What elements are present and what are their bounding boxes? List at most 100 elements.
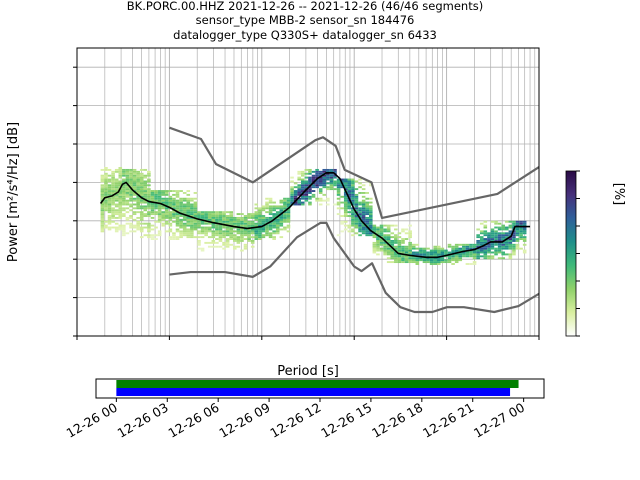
psd-cell <box>343 211 348 214</box>
psd-cell <box>247 234 251 237</box>
psd-cell <box>397 249 402 252</box>
psd-cell <box>247 220 251 223</box>
psd-cell <box>182 207 187 210</box>
psd-cell <box>104 182 108 185</box>
psd-cell <box>504 247 509 250</box>
psd-cell <box>508 255 513 258</box>
psd-cell <box>107 216 112 219</box>
psd-cell <box>233 220 237 223</box>
psd-cell <box>318 170 323 173</box>
psd-cell <box>229 220 234 223</box>
psd-cell <box>218 228 223 231</box>
psd-cell <box>233 230 237 233</box>
psd-cell <box>390 240 395 242</box>
psd-cell <box>157 215 162 217</box>
psd-cell <box>229 234 234 237</box>
psd-cell <box>261 205 266 208</box>
psd-cell <box>193 209 198 212</box>
psd-cell <box>204 230 208 233</box>
psd-cell <box>501 232 505 235</box>
psd-cell <box>207 213 212 216</box>
psd-cell <box>258 207 262 210</box>
psd-cell <box>301 178 305 181</box>
psd-cell <box>190 209 194 212</box>
psd-cell <box>218 226 223 229</box>
psd-cell <box>458 243 463 246</box>
psd-cell <box>365 213 369 216</box>
psd-cell <box>383 253 387 256</box>
psd-cell <box>132 203 137 206</box>
psd-cell <box>501 241 505 244</box>
psd-cell <box>258 209 262 212</box>
psd-cell <box>129 180 133 183</box>
psd-cell <box>458 259 463 262</box>
psd-cell <box>111 180 115 183</box>
psd-cell <box>501 251 505 254</box>
psd-cell <box>336 178 341 181</box>
psd-cell <box>508 232 513 235</box>
psd-cell <box>379 238 384 240</box>
psd-cell <box>182 224 187 227</box>
psd-cell <box>136 224 140 227</box>
y-axis-ticks <box>73 66 77 337</box>
psd-cell <box>386 236 391 239</box>
psd-cell <box>301 184 305 187</box>
psd-cell <box>204 222 208 225</box>
psd-cell <box>451 245 455 248</box>
psd-cell <box>476 234 480 237</box>
psd-cell <box>354 205 359 208</box>
psd-cell <box>114 184 119 187</box>
psd-cell <box>286 197 291 200</box>
psd-cell <box>279 215 284 217</box>
psd-cell <box>107 211 112 214</box>
psd-cell <box>139 176 144 179</box>
psd-cell <box>111 220 115 223</box>
psd-cell <box>122 192 126 194</box>
psd-cell <box>243 230 248 233</box>
psd-cell <box>483 245 488 248</box>
psd-cell <box>139 182 144 185</box>
psd-cell <box>118 201 123 204</box>
psd-cell <box>329 180 334 183</box>
psd-cell <box>150 195 155 198</box>
psd-cell <box>240 240 244 242</box>
psd-cell <box>433 255 437 258</box>
psd-cell <box>236 224 241 227</box>
psd-cell <box>326 199 330 202</box>
psd-cell <box>143 176 148 179</box>
psd-cell <box>100 176 105 179</box>
psd-cell <box>497 238 502 240</box>
psd-cell <box>165 190 169 192</box>
psd-cell <box>447 261 452 264</box>
psd-cell <box>107 197 112 200</box>
psd-cell <box>433 247 437 250</box>
psd-cell <box>365 201 369 204</box>
psd-cell <box>243 232 248 235</box>
psd-cell <box>469 263 473 265</box>
psd-cell <box>107 193 112 196</box>
psd-cell <box>107 209 112 212</box>
psd-cell <box>190 234 194 237</box>
psd-cell <box>136 222 140 225</box>
psd-cell <box>236 245 241 248</box>
psd-cell <box>175 224 180 227</box>
psd-cell <box>476 257 480 260</box>
psd-cell <box>318 176 323 179</box>
psd-cell <box>275 220 280 223</box>
psd-cell <box>361 213 366 216</box>
psd-cell <box>347 182 352 185</box>
psd-cell <box>454 261 459 264</box>
psd-cell <box>100 203 105 206</box>
psd-cell <box>211 224 216 227</box>
psd-cell <box>318 172 323 175</box>
psd-cell <box>297 170 302 173</box>
psd-cell <box>401 241 405 244</box>
psd-cell <box>494 247 498 250</box>
psd-cell <box>354 199 359 202</box>
psd-cell <box>233 247 237 250</box>
psd-cell <box>472 243 477 246</box>
psd-cell <box>175 209 180 212</box>
psd-cell <box>268 211 273 214</box>
psd-cell <box>343 224 348 227</box>
